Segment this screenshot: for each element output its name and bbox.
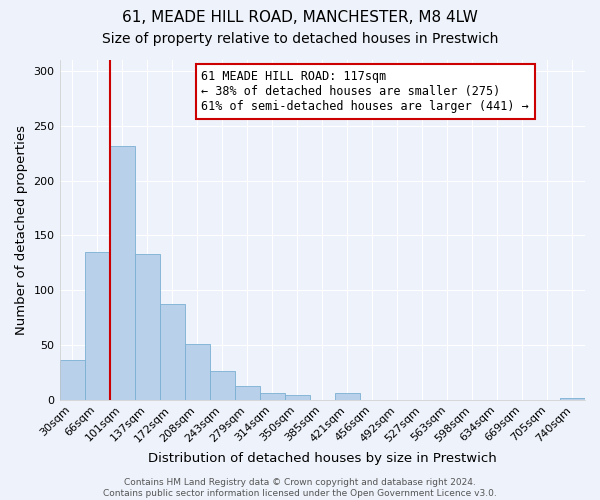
- Bar: [134, 254, 160, 400]
- Bar: [285, 396, 310, 400]
- Text: Contains HM Land Registry data © Crown copyright and database right 2024.
Contai: Contains HM Land Registry data © Crown c…: [103, 478, 497, 498]
- Text: 61 MEADE HILL ROAD: 117sqm
← 38% of detached houses are smaller (275)
61% of sem: 61 MEADE HILL ROAD: 117sqm ← 38% of deta…: [202, 70, 529, 113]
- Bar: [85, 252, 110, 400]
- Text: 61, MEADE HILL ROAD, MANCHESTER, M8 4LW: 61, MEADE HILL ROAD, MANCHESTER, M8 4LW: [122, 10, 478, 25]
- Bar: [59, 360, 85, 400]
- Bar: [209, 372, 235, 400]
- X-axis label: Distribution of detached houses by size in Prestwich: Distribution of detached houses by size …: [148, 452, 497, 465]
- Bar: [160, 304, 185, 400]
- Bar: [235, 386, 260, 400]
- Bar: [110, 146, 134, 400]
- Text: Size of property relative to detached houses in Prestwich: Size of property relative to detached ho…: [102, 32, 498, 46]
- Bar: [185, 344, 209, 400]
- Bar: [260, 393, 285, 400]
- Bar: [560, 398, 585, 400]
- Y-axis label: Number of detached properties: Number of detached properties: [15, 125, 28, 335]
- Bar: [335, 393, 360, 400]
